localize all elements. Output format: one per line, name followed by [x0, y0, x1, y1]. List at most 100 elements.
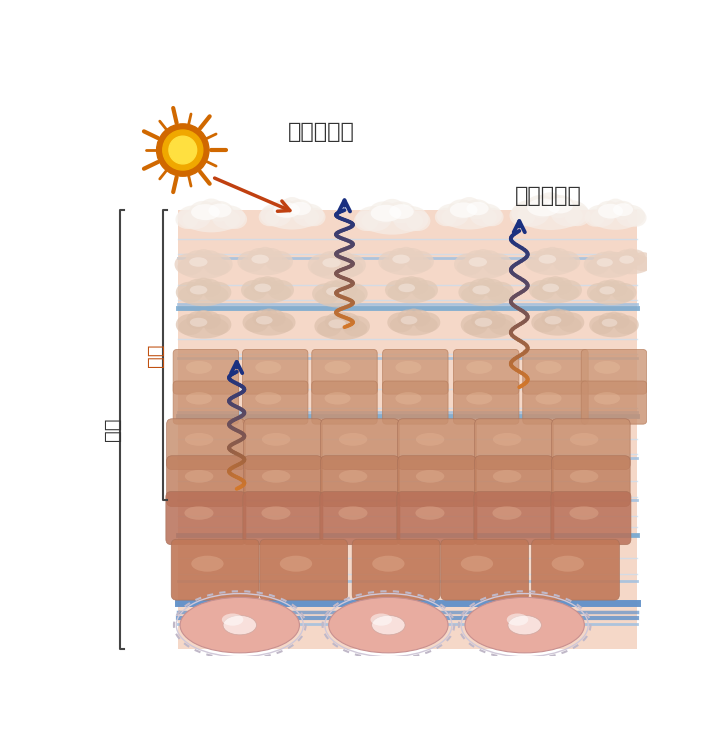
Ellipse shape: [191, 556, 224, 572]
Ellipse shape: [185, 470, 213, 483]
Ellipse shape: [531, 312, 557, 332]
Ellipse shape: [493, 433, 521, 446]
Ellipse shape: [339, 433, 367, 446]
Ellipse shape: [379, 251, 406, 272]
Ellipse shape: [454, 254, 483, 276]
Ellipse shape: [337, 312, 360, 330]
Ellipse shape: [259, 208, 280, 226]
Ellipse shape: [542, 284, 559, 292]
Ellipse shape: [251, 277, 273, 294]
FancyBboxPatch shape: [397, 455, 476, 506]
Ellipse shape: [280, 556, 312, 572]
FancyBboxPatch shape: [167, 455, 245, 506]
Ellipse shape: [262, 277, 284, 294]
Ellipse shape: [556, 280, 582, 300]
Ellipse shape: [487, 282, 514, 303]
FancyBboxPatch shape: [166, 492, 246, 545]
Ellipse shape: [441, 204, 497, 229]
Ellipse shape: [287, 199, 313, 220]
Ellipse shape: [611, 200, 634, 220]
Ellipse shape: [340, 283, 368, 304]
Ellipse shape: [186, 392, 212, 405]
Ellipse shape: [511, 200, 549, 227]
Ellipse shape: [479, 310, 498, 326]
Ellipse shape: [458, 197, 480, 215]
FancyBboxPatch shape: [551, 492, 631, 545]
FancyBboxPatch shape: [244, 419, 322, 469]
Ellipse shape: [190, 318, 208, 326]
Ellipse shape: [389, 204, 414, 219]
Ellipse shape: [414, 312, 441, 332]
Ellipse shape: [401, 316, 417, 324]
FancyBboxPatch shape: [311, 381, 377, 425]
Ellipse shape: [407, 277, 428, 294]
Ellipse shape: [461, 314, 488, 335]
FancyBboxPatch shape: [523, 349, 588, 394]
Ellipse shape: [356, 206, 392, 231]
Ellipse shape: [616, 205, 645, 227]
Ellipse shape: [314, 315, 342, 337]
Ellipse shape: [281, 197, 303, 215]
FancyBboxPatch shape: [321, 419, 399, 469]
Ellipse shape: [322, 258, 341, 268]
Ellipse shape: [190, 201, 217, 222]
Ellipse shape: [262, 433, 291, 446]
Ellipse shape: [398, 284, 415, 292]
Ellipse shape: [177, 206, 211, 229]
Ellipse shape: [240, 253, 290, 276]
Ellipse shape: [461, 284, 511, 306]
FancyBboxPatch shape: [441, 539, 528, 600]
Ellipse shape: [534, 314, 582, 335]
Ellipse shape: [380, 199, 404, 219]
FancyBboxPatch shape: [173, 349, 239, 394]
Ellipse shape: [264, 310, 286, 326]
Ellipse shape: [469, 279, 492, 296]
Ellipse shape: [614, 315, 639, 335]
FancyBboxPatch shape: [552, 419, 630, 469]
Text: 表皮: 表皮: [102, 418, 121, 441]
Ellipse shape: [393, 206, 428, 231]
Ellipse shape: [212, 206, 245, 229]
Ellipse shape: [371, 613, 392, 626]
Ellipse shape: [510, 205, 536, 226]
Ellipse shape: [416, 470, 444, 483]
FancyBboxPatch shape: [581, 349, 647, 394]
Ellipse shape: [267, 280, 294, 300]
Circle shape: [169, 136, 197, 164]
Ellipse shape: [369, 201, 399, 223]
Ellipse shape: [536, 392, 562, 405]
Ellipse shape: [262, 470, 291, 483]
Ellipse shape: [464, 199, 490, 220]
Ellipse shape: [185, 506, 213, 520]
Ellipse shape: [327, 250, 347, 267]
Ellipse shape: [371, 205, 402, 222]
Ellipse shape: [489, 314, 516, 335]
FancyBboxPatch shape: [173, 381, 239, 425]
Ellipse shape: [552, 556, 584, 572]
Ellipse shape: [482, 208, 503, 226]
Ellipse shape: [612, 283, 637, 302]
Ellipse shape: [338, 506, 368, 520]
Ellipse shape: [607, 280, 627, 296]
FancyBboxPatch shape: [454, 381, 519, 425]
Ellipse shape: [544, 195, 575, 218]
Ellipse shape: [627, 250, 645, 265]
Ellipse shape: [185, 251, 209, 269]
Ellipse shape: [289, 202, 311, 215]
Ellipse shape: [544, 316, 562, 324]
Ellipse shape: [194, 249, 213, 266]
Ellipse shape: [450, 203, 477, 218]
Ellipse shape: [409, 310, 430, 326]
FancyBboxPatch shape: [167, 419, 245, 469]
Ellipse shape: [322, 280, 345, 298]
Ellipse shape: [325, 312, 348, 330]
Ellipse shape: [176, 314, 203, 335]
FancyBboxPatch shape: [531, 539, 619, 600]
FancyBboxPatch shape: [474, 419, 553, 469]
Ellipse shape: [176, 282, 203, 303]
Ellipse shape: [260, 203, 291, 227]
Ellipse shape: [558, 312, 584, 332]
Ellipse shape: [565, 205, 590, 226]
FancyBboxPatch shape: [523, 381, 588, 425]
Ellipse shape: [483, 311, 505, 329]
